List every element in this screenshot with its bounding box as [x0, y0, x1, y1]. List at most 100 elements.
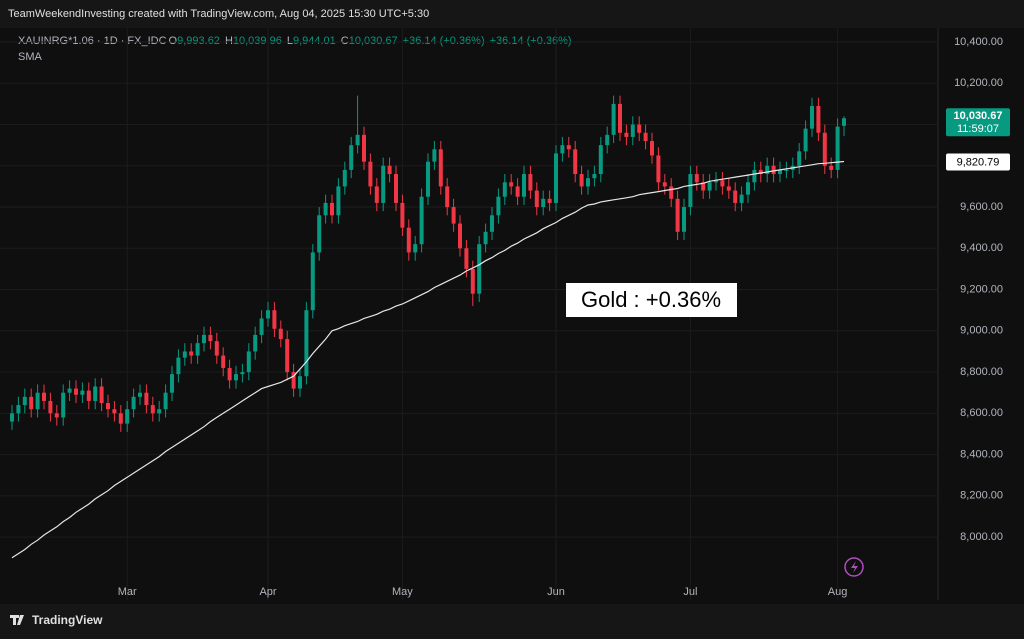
y-tick-label: 8,400.00: [960, 448, 1003, 460]
high-label: H: [225, 35, 233, 47]
y-tick-label: 8,600.00: [960, 407, 1003, 419]
candle-body: [643, 132, 648, 142]
y-tick-label: 9,000.00: [960, 325, 1003, 337]
candle-body: [80, 390, 85, 395]
candle-body: [720, 180, 725, 187]
candle-body: [22, 396, 27, 406]
candle-body: [746, 182, 750, 195]
x-tick-label: May: [392, 586, 413, 598]
candle-body: [272, 310, 277, 329]
candle-body: [48, 400, 53, 414]
candle-body: [413, 244, 418, 253]
candle-body: [330, 202, 334, 216]
candle-body: [323, 202, 328, 216]
candle-body: [202, 334, 206, 344]
candle-body: [598, 145, 603, 175]
candle-body: [317, 215, 322, 253]
candle-body: [342, 169, 347, 187]
candle-body: [438, 149, 443, 187]
y-tick-label: 9,600.00: [960, 201, 1003, 213]
candle-body: [554, 153, 558, 203]
header-bar: [0, 0, 1024, 28]
sma-legend: SMA: [18, 51, 43, 63]
candle-body: [694, 174, 699, 183]
candle-body: [618, 103, 622, 133]
candle-body: [355, 134, 360, 146]
candle-body: [739, 194, 744, 203]
candle-body: [99, 386, 104, 404]
candle-body: [10, 413, 14, 422]
candle-body: [35, 392, 40, 410]
candle-body: [765, 165, 770, 175]
candle-body: [74, 388, 78, 395]
y-tick-label: 10,200.00: [954, 77, 1003, 89]
candle-body: [138, 392, 142, 397]
candle-body: [157, 409, 162, 414]
y-tick-label: 10,400.00: [954, 36, 1003, 48]
candle-body: [163, 392, 168, 410]
candle-body: [259, 318, 264, 335]
open-label: O: [169, 35, 178, 47]
candle-body: [170, 374, 174, 393]
candle-body: [374, 186, 379, 203]
last-price-box: [946, 108, 1010, 137]
candle-body: [522, 174, 526, 197]
candle-body: [650, 141, 654, 156]
candle-body: [432, 149, 437, 162]
candle-body: [547, 198, 552, 203]
candle-body: [541, 198, 546, 208]
candle-body: [573, 149, 578, 175]
legend-line: XAUINRG*1.06 · 1D · FX_IDC O9,993.62 H10,0…: [18, 35, 572, 47]
candle-body: [349, 145, 354, 170]
candle-body: [771, 165, 776, 175]
candle-body: [624, 132, 629, 137]
candle-body: [182, 351, 187, 358]
y-tick-label: 9,400.00: [960, 242, 1003, 254]
candle-body: [662, 182, 667, 187]
candle-body: [797, 151, 802, 166]
candle-body: [451, 207, 456, 224]
candle-body: [528, 174, 533, 191]
candle-body: [630, 124, 635, 137]
candle-body: [106, 403, 110, 410]
candle-body: [682, 207, 686, 232]
candle-body: [240, 372, 245, 375]
candle-body: [566, 145, 571, 150]
annotation: Gold : +0.36%: [581, 287, 721, 312]
candle-body: [592, 174, 597, 179]
candle-body: [362, 134, 366, 162]
candle-body: [400, 202, 405, 228]
candle-body: [246, 351, 251, 373]
candle-body: [304, 310, 309, 377]
candle-body: [464, 248, 469, 269]
candle-body: [509, 182, 514, 187]
change: +36.14 (+0.36%): [403, 35, 485, 47]
x-tick-label: Aug: [828, 586, 848, 598]
candle-body: [829, 165, 834, 170]
candle-body: [758, 169, 763, 175]
alert-icon[interactable]: [844, 557, 864, 577]
candle-body: [669, 186, 674, 199]
candle-body: [701, 182, 706, 191]
candle-body: [54, 413, 59, 418]
y-tick-label: 9,200.00: [960, 283, 1003, 295]
candle-body: [579, 174, 584, 187]
candle-body: [144, 392, 149, 406]
open-value: 9,993.62: [177, 35, 220, 47]
candle-body: [278, 328, 283, 340]
candle-body: [490, 215, 494, 232]
candle-body: [150, 405, 155, 414]
candle-body: [778, 169, 782, 175]
candle-body: [842, 118, 846, 126]
candle-body: [394, 174, 398, 203]
candle-body: [515, 186, 520, 197]
candle-body: [502, 182, 507, 197]
x-tick-label: Jul: [683, 586, 697, 598]
candle-body: [208, 334, 213, 342]
candle-body: [336, 186, 341, 216]
candle-body: [131, 396, 136, 410]
candle-body: [477, 244, 482, 294]
candle-body: [176, 357, 181, 375]
